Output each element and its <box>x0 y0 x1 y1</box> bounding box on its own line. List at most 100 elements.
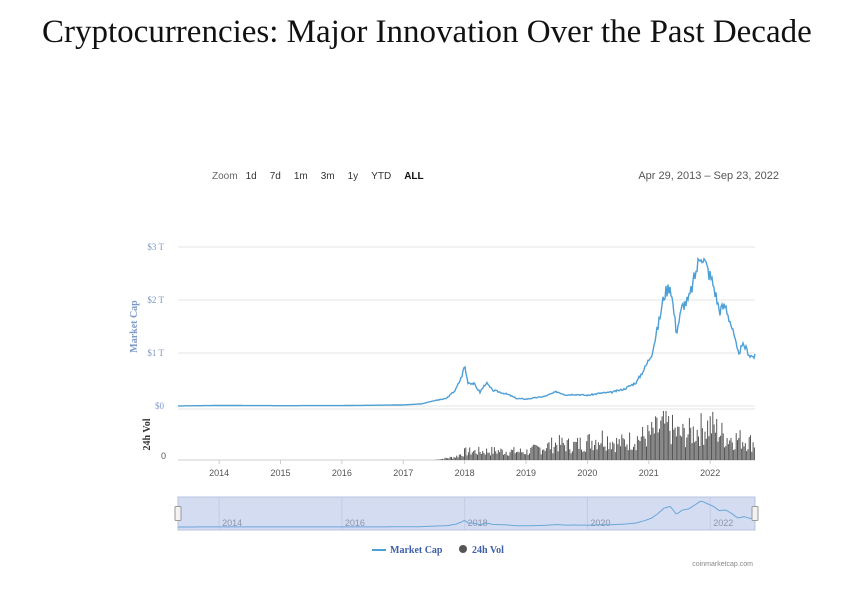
volume-bar <box>737 440 738 460</box>
volume-bar <box>603 446 605 460</box>
navigator-tick-label: 2018 <box>468 518 488 528</box>
volume-bar <box>748 437 750 460</box>
zoom-toolbar: Zoom 1d 7d 1m 3m 1y YTD ALL <box>212 168 437 184</box>
volume-bar <box>531 446 533 460</box>
x-tick-label: 2014 <box>209 468 229 478</box>
volume-bar <box>607 436 608 460</box>
volume-bar <box>556 444 558 460</box>
volume-bar <box>551 437 553 460</box>
volume-bar <box>558 435 560 460</box>
volume-series <box>435 411 755 460</box>
volume-bar <box>597 442 599 460</box>
volume-bar <box>549 449 551 460</box>
volume-bar <box>717 441 719 460</box>
zoom-button-1y[interactable]: 1y <box>347 170 359 182</box>
volume-bar <box>497 450 499 460</box>
volume-bar <box>685 447 686 460</box>
volume-bar <box>562 442 564 460</box>
volume-bar <box>629 432 631 460</box>
volume-bar <box>445 458 447 460</box>
volume-bar <box>467 452 469 460</box>
volume-bar <box>505 451 507 460</box>
volume-bar <box>539 447 541 460</box>
volume-bar <box>532 444 534 460</box>
volume-bar <box>479 451 481 460</box>
volume-bar <box>734 449 736 460</box>
chart-legend: Market Cap 24h Vol <box>372 545 504 556</box>
volume-bar <box>578 448 580 460</box>
volume-bar <box>753 447 755 460</box>
volume-bar <box>500 448 502 460</box>
volume-bar <box>730 437 732 460</box>
volume-bar <box>595 439 597 460</box>
volume-bar <box>457 457 459 460</box>
navigator-window <box>177 496 756 531</box>
navigator: 2014 2016 2018 2020 2022 <box>174 496 759 531</box>
volume-bar <box>509 452 511 460</box>
volume-bar <box>742 442 744 460</box>
volume-bar <box>458 454 460 460</box>
volume-bar <box>626 444 628 460</box>
zoom-button-all[interactable]: ALL <box>404 170 424 182</box>
volume-bar <box>584 451 586 460</box>
source-credit: coinmarketcap.com <box>692 561 753 568</box>
volume-bar <box>452 458 454 460</box>
volume-bar <box>560 444 562 460</box>
zoom-button-1d[interactable]: 1d <box>245 170 257 182</box>
volume-bar <box>609 442 611 460</box>
volume-bar <box>662 411 664 460</box>
volume-bar <box>672 414 673 460</box>
volume-bar <box>622 438 624 460</box>
x-tick-label: 2021 <box>639 468 659 478</box>
zoom-button-ytd[interactable]: YTD <box>371 170 392 182</box>
volume-bar <box>666 422 668 460</box>
x-tick-label: 2020 <box>577 468 597 478</box>
volume-tick-label: 0 <box>161 451 166 461</box>
volume-bar <box>525 454 527 460</box>
navigator-handle-right[interactable] <box>751 506 759 521</box>
volume-bar <box>599 445 601 460</box>
volume-bar <box>655 416 657 460</box>
zoom-button-1m[interactable]: 1m <box>293 170 308 182</box>
volume-bar <box>454 457 456 460</box>
volume-bar <box>491 446 493 460</box>
volume-bar <box>441 458 443 460</box>
volume-bar <box>683 428 685 460</box>
volume-bar <box>675 436 677 460</box>
volume-bar <box>674 427 676 460</box>
volume-axis-title: 24h Vol <box>142 418 153 450</box>
volume-bar <box>518 452 520 460</box>
zoom-button-3m[interactable]: 3m <box>320 170 335 182</box>
legend-volume-label: 24h Vol <box>472 545 504 556</box>
volume-bar <box>679 435 681 460</box>
volume-bar <box>456 455 458 460</box>
volume-bar <box>486 448 488 460</box>
volume-bar <box>639 441 641 460</box>
volume-bar <box>571 451 573 460</box>
zoom-button-7d[interactable]: 7d <box>269 170 281 182</box>
volume-bar <box>493 447 495 460</box>
volume-bar <box>521 452 523 460</box>
volume-bar <box>561 437 563 460</box>
volume-bar <box>484 454 486 460</box>
volume-bar <box>643 436 645 460</box>
volume-bar <box>535 444 537 460</box>
volume-bar <box>733 449 735 460</box>
volume-bar <box>470 454 472 460</box>
volume-bar <box>586 441 588 460</box>
volume-bar <box>625 446 627 460</box>
volume-bar <box>499 452 501 460</box>
volume-bar <box>588 434 590 460</box>
volume-bar <box>678 426 680 460</box>
navigator-handle-left[interactable] <box>174 506 182 521</box>
volume-bar <box>634 443 636 460</box>
volume-bar <box>743 446 745 460</box>
volume-bar <box>553 446 555 460</box>
volume-bar <box>751 451 753 460</box>
volume-bar <box>469 447 471 460</box>
volume-bar <box>721 422 723 460</box>
volume-bar <box>636 436 638 460</box>
volume-bar <box>569 449 571 460</box>
volume-bar <box>508 455 510 460</box>
volume-bar <box>720 435 722 460</box>
